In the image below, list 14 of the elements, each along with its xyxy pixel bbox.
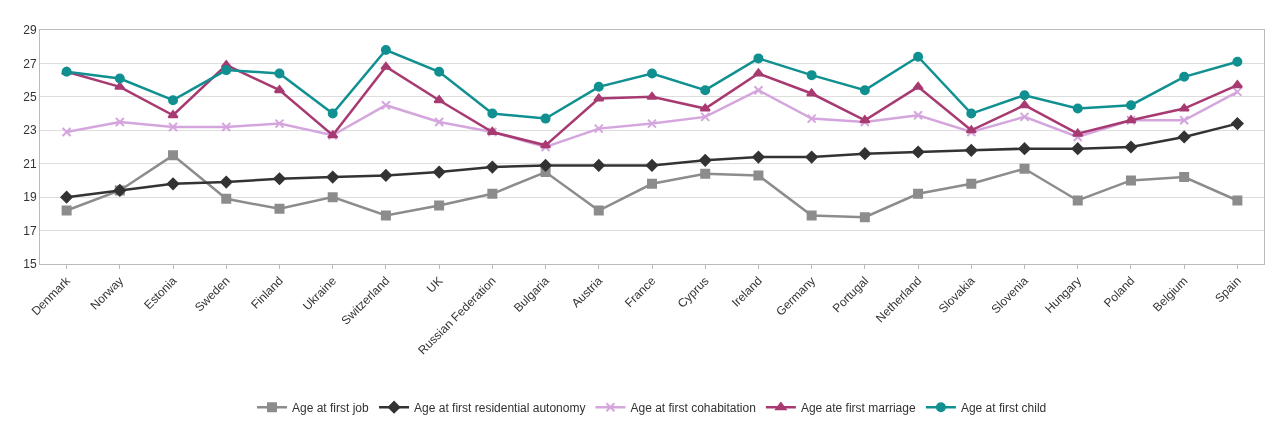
y-tick-label: 19	[23, 190, 37, 205]
y-tick-label: 15	[23, 257, 37, 272]
y-tick-label: 23	[23, 123, 37, 138]
y-tick-label: 17	[23, 223, 37, 238]
y-tick-label: 21	[23, 156, 37, 171]
x-tick-label: UK	[423, 273, 446, 296]
legend-label: Age at first job	[292, 400, 370, 415]
legend-label: Age ate first marriage	[800, 400, 916, 415]
y-tick-label: 29	[23, 23, 37, 38]
y-tick-label: 25	[23, 90, 37, 105]
y-tick-label: 27	[23, 56, 37, 71]
legend-label: Age at first child	[960, 400, 1047, 415]
legend-label: Age at first cohabitation	[630, 400, 756, 415]
legend-label: Age at first residential autonomy	[414, 400, 586, 415]
